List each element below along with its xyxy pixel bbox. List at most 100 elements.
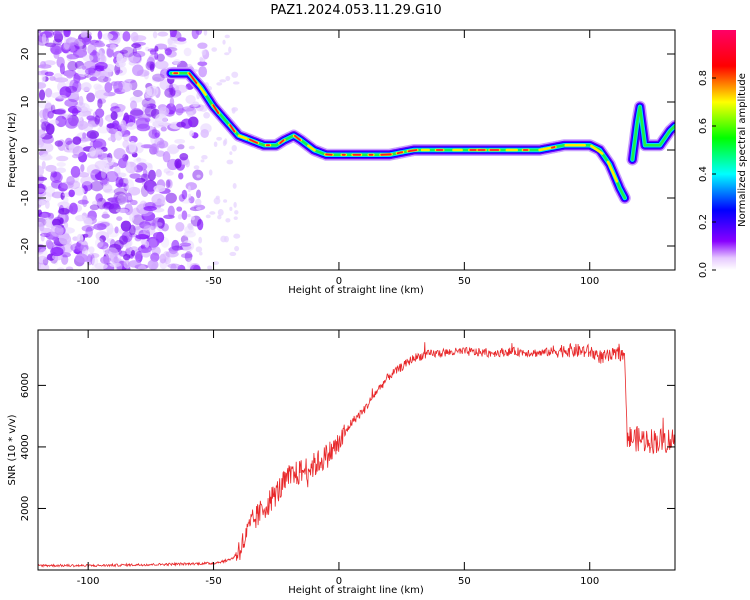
noise-blob [233,233,241,239]
noise-blob [52,236,59,242]
noise-blob [38,100,52,109]
noise-blob [167,179,173,189]
noise-blob [165,250,179,258]
x-tick-label: 50 [458,276,471,287]
top-x-ticks: -100 -50 0 50 100 [77,30,599,287]
colorbar-tick-label: 0.0 [698,262,709,278]
noise-blob [65,117,79,129]
noise-blob [219,79,227,83]
noise-blob [199,104,208,112]
noise-blob [195,206,202,211]
noise-blob [65,85,78,94]
noise-region [38,30,241,270]
noise-blob [41,160,46,170]
noise-blob [165,192,177,204]
ridge-core-red [229,124,236,133]
ridge-core-red [396,151,404,155]
noise-blob [93,83,102,90]
noise-blob [140,185,149,197]
noise-blob [154,52,159,60]
top-x-axis-label: Height of straight line (km) [288,285,424,296]
noise-blob [121,46,135,58]
noise-blob [77,199,89,205]
noise-blob [41,33,47,44]
noise-blob [154,132,160,138]
x-tick-label: 0 [336,576,342,587]
noise-blob [117,157,128,169]
noise-blob [100,52,105,63]
noise-blob [208,169,213,176]
noise-blob [91,200,102,206]
noise-blob [107,137,116,142]
noise-blob [117,193,128,205]
noise-blob [101,157,115,167]
noise-blob [123,253,131,261]
noise-blob [49,119,59,125]
noise-blob [103,245,109,255]
noise-blob [136,123,151,132]
noise-blob [81,37,91,45]
noise-blob [78,95,84,106]
noise-blob [95,65,104,72]
noise-blob [133,249,142,261]
noise-blob [102,76,112,83]
noise-blob [165,170,174,176]
noise-blob [63,30,71,38]
noise-blob [114,226,119,234]
noise-blob [97,126,110,134]
noise-blob [59,63,65,75]
noise-blob [215,195,220,200]
noise-blob [200,159,205,163]
noise-blob [102,211,109,219]
colorbar-tick-label: 0.2 [698,214,709,230]
noise-blob [211,47,218,52]
noise-blob [118,259,126,267]
noise-blob [197,61,208,67]
noise-blob [57,201,70,209]
noise-blob [66,53,80,60]
noise-blob [154,45,159,52]
noise-blob [189,264,201,270]
noise-blob [183,230,196,238]
noise-blob [69,202,78,215]
noise-blob [112,120,120,130]
noise-blob [201,49,207,56]
noise-blob [86,130,100,139]
ridge-core-yellow [237,134,248,140]
noise-blob [89,76,98,82]
x-tick-label: 100 [580,576,599,587]
noise-blob [38,165,45,177]
noise-blob [42,152,52,160]
noise-blob [190,216,195,221]
noise-blob [101,177,108,185]
noise-blob [152,73,165,82]
noise-blob [136,157,142,162]
noise-blob [97,241,109,250]
x-tick-label: -100 [77,576,100,587]
noise-blob [156,140,169,149]
noise-blob [80,82,92,92]
noise-blob [123,52,129,60]
x-tick-label: 100 [580,276,599,287]
noise-blob [44,42,57,47]
noise-blob [128,260,142,268]
y-tick-label: 0 [20,147,31,153]
noise-blob [86,92,96,103]
noise-blob [124,79,136,84]
noise-blob [166,146,180,154]
noise-blob [50,172,63,184]
y-tick-label: -20 [20,238,31,254]
noise-blob [38,221,45,233]
bottom-y-axis-label: SNR (10 * v/v) [7,414,18,485]
snr-series [38,342,675,569]
noise-blob [52,31,62,36]
noise-blob [91,257,99,267]
noise-blob [154,222,163,227]
noise-blob [198,236,203,244]
noise-blob [200,129,209,138]
noise-blob [44,71,54,77]
y-tick-label: 20 [20,48,31,61]
noise-blob [115,263,123,270]
noise-blob [67,60,78,72]
ridge-core-yellow [606,160,619,183]
